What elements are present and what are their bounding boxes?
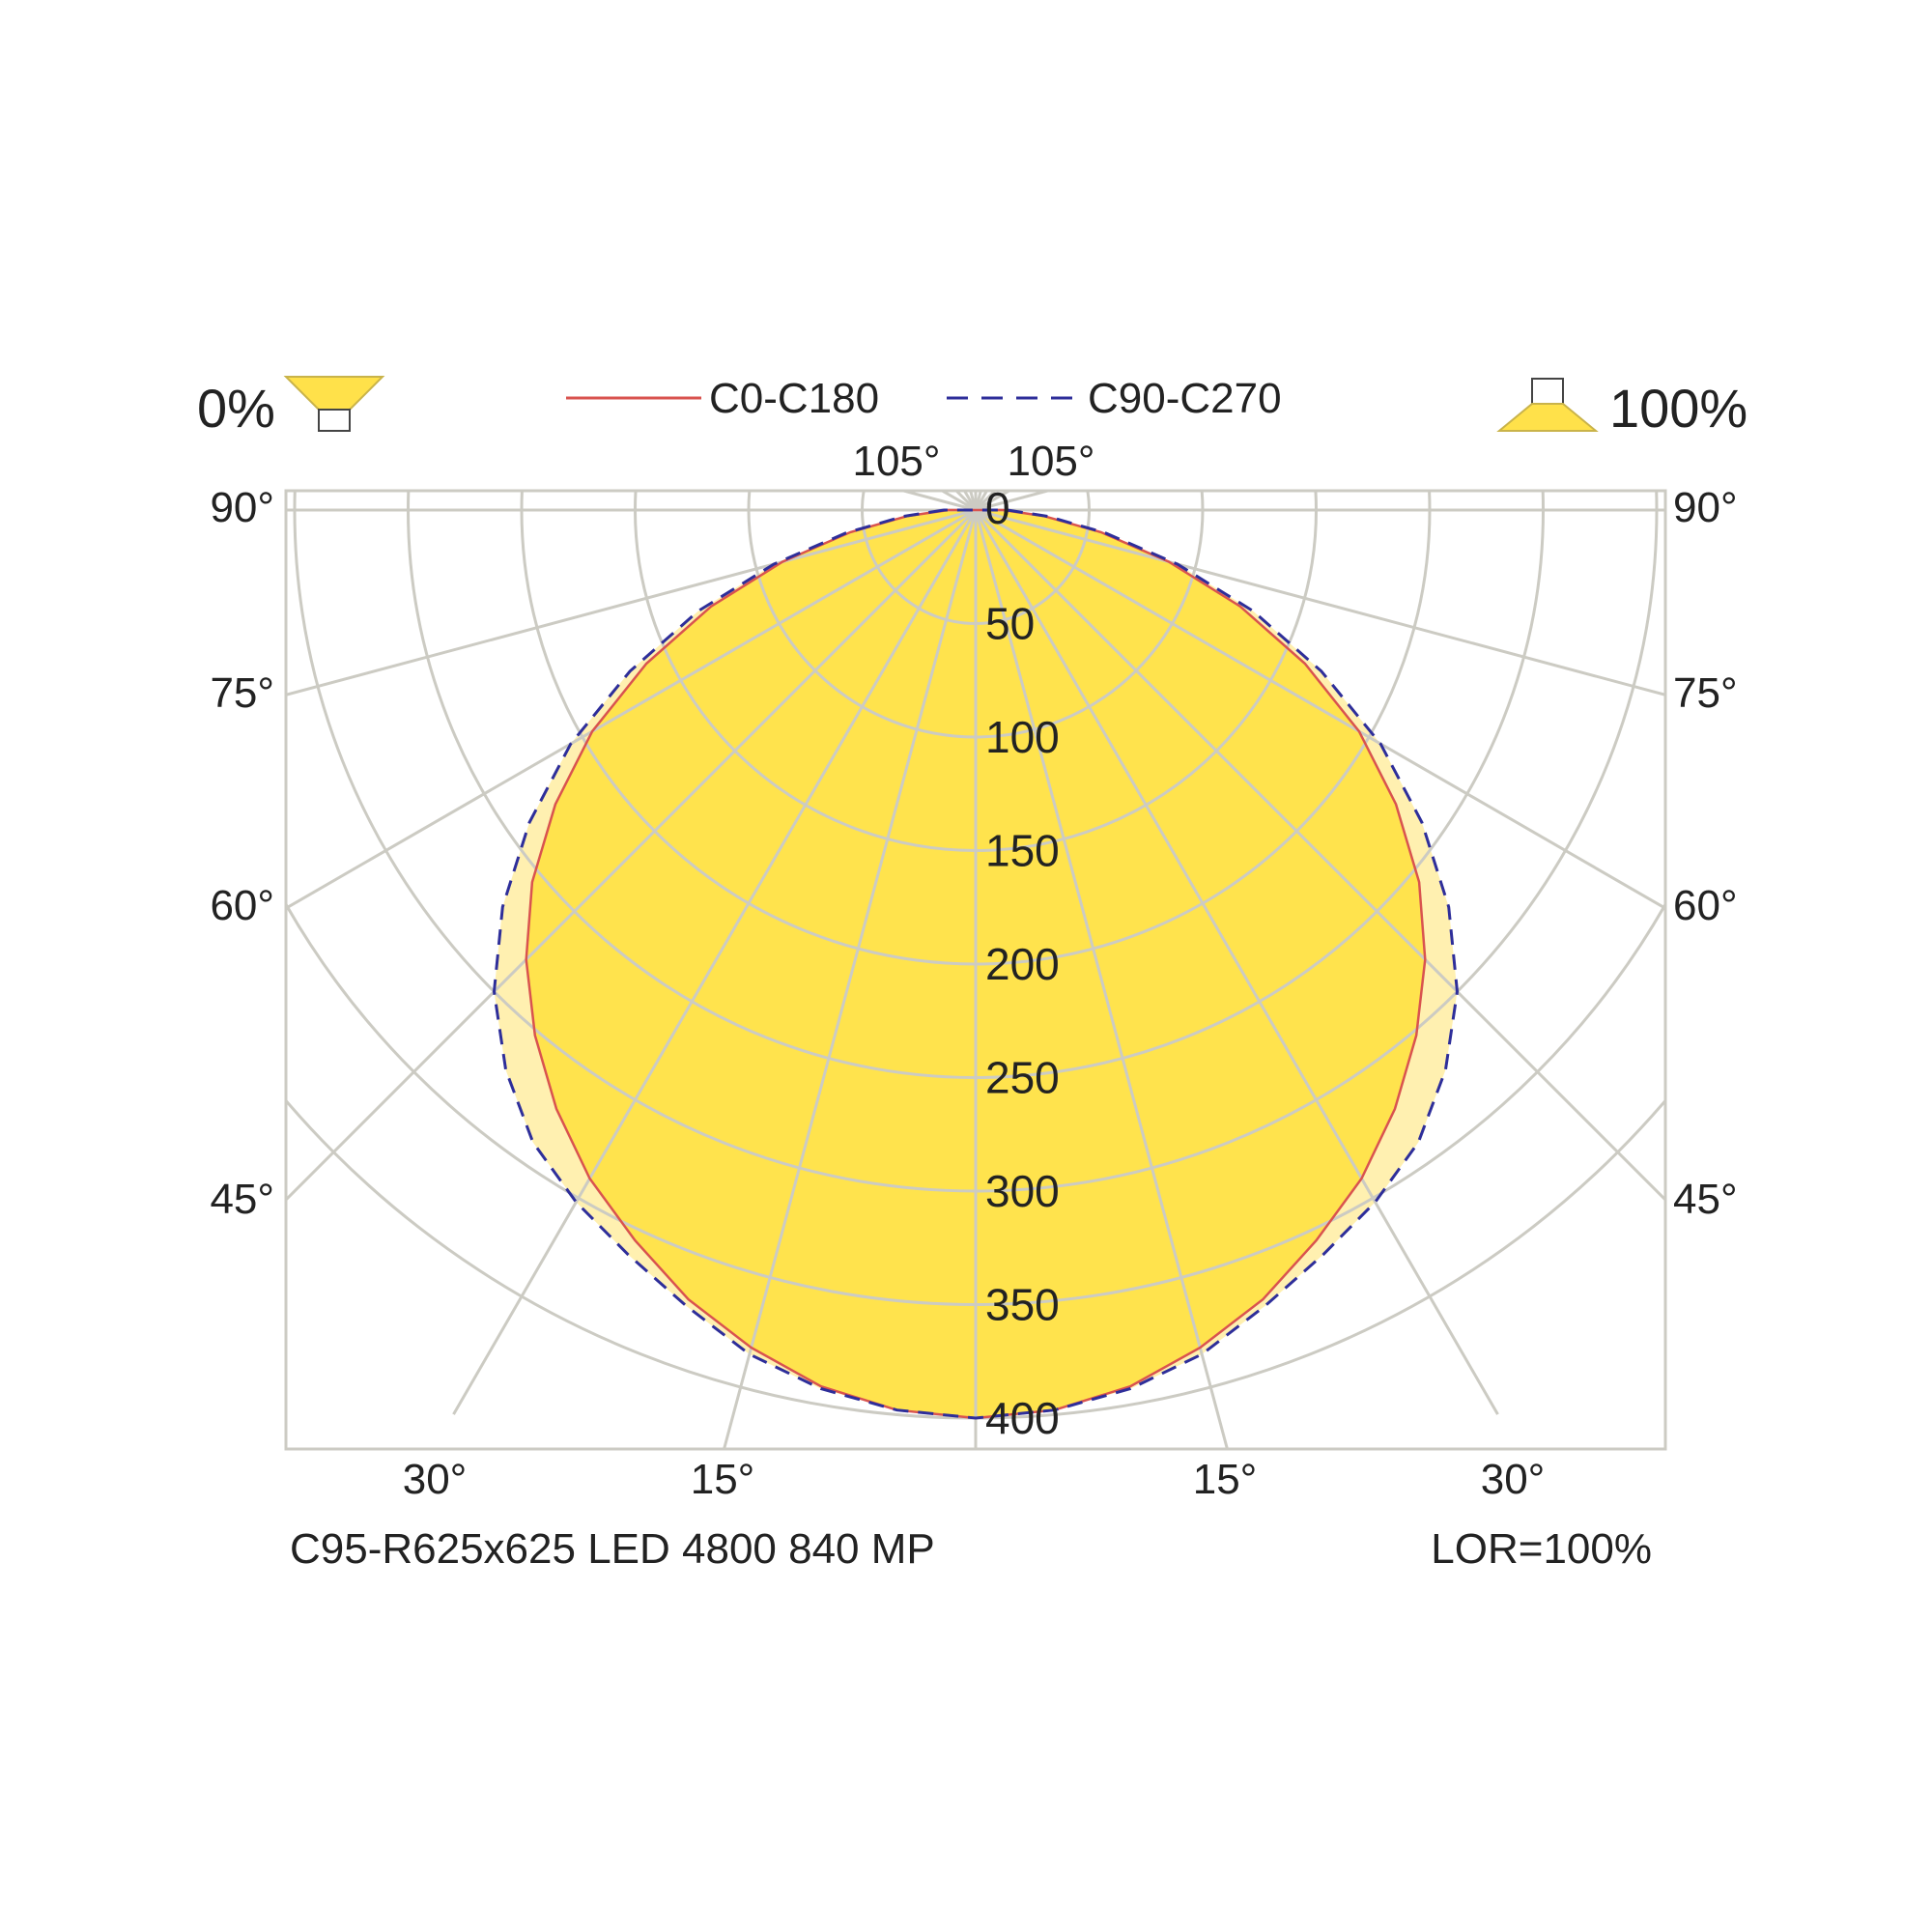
grid-spoke <box>974 491 998 512</box>
angle-label-left-90: 90° <box>210 484 274 531</box>
grid-spoke <box>953 491 978 512</box>
angle-label-right-75: 75° <box>1673 669 1738 717</box>
series-c0-line <box>525 508 1427 1420</box>
grid-spoke <box>286 508 977 696</box>
angle-label-bottom-15-right: 15° <box>1193 1456 1258 1503</box>
lor-value: LOR=100% <box>1431 1525 1652 1573</box>
ring-label-200: 200 <box>985 939 1060 989</box>
legend-c0-label: C0-C180 <box>709 375 879 422</box>
grid-spoke <box>974 509 1229 1449</box>
angle-label-bottom-15-left: 15° <box>691 1456 755 1503</box>
grid-spoke <box>969 491 978 511</box>
angle-label-left-75: 75° <box>210 669 274 717</box>
downlight-icon <box>283 376 385 432</box>
grid-spoke <box>974 508 1665 1203</box>
grid-spoke <box>974 491 982 511</box>
grid-spoke <box>962 491 978 511</box>
grid-spoke <box>286 508 977 910</box>
grid-spoke <box>975 508 1665 696</box>
legend-c90-label: C90-C270 <box>1088 375 1282 422</box>
uplight-icon <box>1496 378 1599 432</box>
angle-label-right-60: 60° <box>1673 882 1738 929</box>
grid-spoke <box>974 491 989 511</box>
angle-label-left-60: 60° <box>210 882 274 929</box>
angle-label-left-45: 45° <box>210 1176 274 1223</box>
ring-label-100: 100 <box>985 712 1060 762</box>
angle-label-bottom-30-left: 30° <box>403 1456 468 1503</box>
angle-label-top-right: 105° <box>1007 438 1094 485</box>
angle-label-bottom-30-right: 30° <box>1481 1456 1546 1503</box>
ring-label-250: 250 <box>985 1053 1060 1103</box>
grid-spoke <box>286 508 978 1203</box>
downlight-percent: 0% <box>197 378 275 439</box>
ring-label-50: 50 <box>985 599 1035 649</box>
grid-spoke <box>723 509 978 1449</box>
ring-label-350: 350 <box>985 1280 1060 1330</box>
angle-label-right-45: 45° <box>1673 1176 1738 1223</box>
product-name: C95-R625x625 LED 4800 840 MP <box>290 1525 935 1573</box>
ring-label-0: 0 <box>985 483 1010 533</box>
ring-label-150: 150 <box>985 826 1060 876</box>
grid-spoke <box>975 508 1665 910</box>
angle-label-top-left: 105° <box>852 438 940 485</box>
grid-spoke <box>452 509 978 1415</box>
ring-label-400: 400 <box>985 1393 1060 1443</box>
grid-spoke <box>974 509 1499 1415</box>
uplight-percent: 100% <box>1609 378 1747 439</box>
ring-label-300: 300 <box>985 1166 1060 1216</box>
angle-label-right-90: 90° <box>1673 484 1738 531</box>
